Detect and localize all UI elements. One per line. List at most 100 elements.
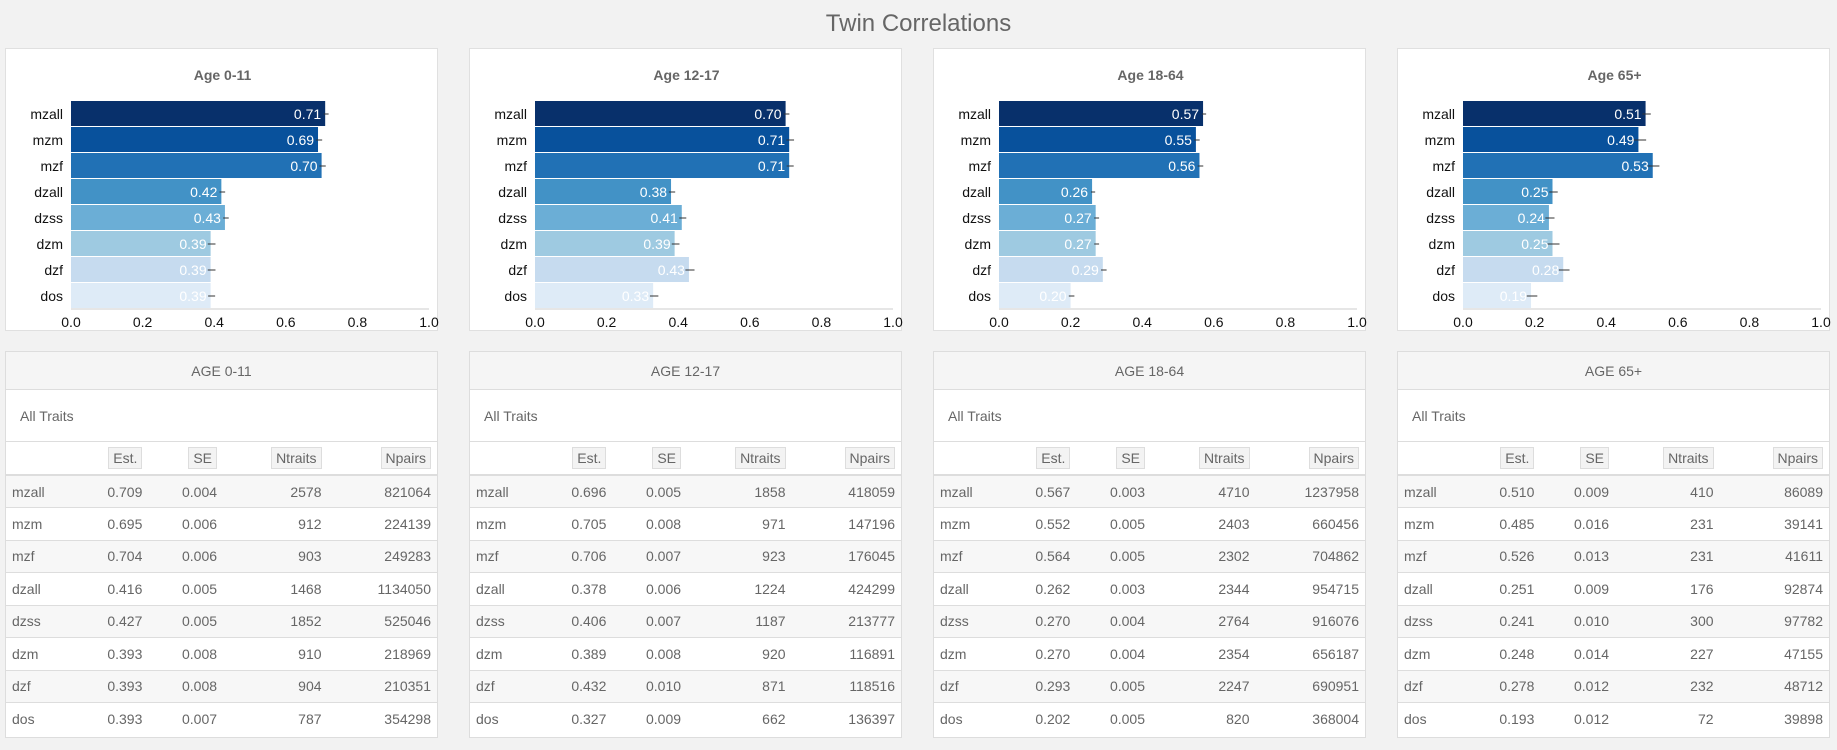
data-label: 0.53 [1621, 158, 1648, 174]
data-label: 0.29 [1072, 262, 1099, 278]
data-label: 0.43 [194, 210, 221, 226]
table-cell: 0.552 [1001, 507, 1077, 541]
table-cell: 86089 [1719, 475, 1829, 508]
category-label: dzall [498, 184, 527, 200]
column-header[interactable]: Ntraits [1615, 442, 1720, 476]
table-cell: 0.706 [537, 540, 613, 573]
table-cell: 176 [1615, 572, 1720, 606]
column-header[interactable]: Npairs [1719, 442, 1829, 476]
row-label: mzf [470, 540, 538, 573]
data-label: 0.39 [643, 236, 670, 252]
table-cell: 0.006 [612, 572, 688, 606]
table-row: dzss 0.270 0.004 2764 916076 [934, 605, 1365, 638]
table-row: mzm 0.695 0.006 912 224139 [6, 507, 437, 541]
table-cell: 0.012 [1573, 711, 1610, 727]
table-cell: 147196 [791, 507, 901, 541]
x-tick-label: 1.0 [419, 314, 439, 330]
bar-mzf [535, 153, 790, 178]
category-label: mzm [33, 132, 63, 148]
x-tick-label: 0.4 [1596, 314, 1616, 330]
table-cell: 136397 [848, 711, 895, 727]
x-tick-label: 0.0 [525, 314, 545, 330]
table-cell: 923 [687, 540, 792, 573]
bar-chart: Age 65+ mzall 0.51 mzm 0.49 mzf 0.53 dzall 0.25 d… [1422, 67, 1831, 330]
table-title: AGE 65+ [1398, 352, 1829, 390]
column-header[interactable]: Est. [1465, 442, 1541, 476]
x-tick-label: 0.8 [812, 314, 832, 330]
row-label: mzf [934, 540, 1002, 573]
row-label: dzf [6, 670, 74, 703]
column-header[interactable]: Ntraits [687, 442, 792, 476]
corner-cell [470, 442, 538, 476]
table-cell: 418059 [791, 475, 901, 508]
bar-dos [999, 283, 1071, 308]
column-header[interactable]: Est. [1001, 442, 1077, 476]
x-tick-label: 0.6 [1668, 314, 1688, 330]
results-table-panel: AGE 18-64 All Traits Est. SE Ntraits Npairs mz… [933, 351, 1366, 738]
column-header[interactable]: Npairs [327, 442, 437, 476]
table-cell: 912 [223, 507, 328, 541]
column-header[interactable]: Est. [537, 442, 613, 476]
column-header[interactable]: SE [1540, 442, 1616, 476]
category-label: dzall [962, 184, 991, 200]
table-cell: 0.241 [1465, 605, 1541, 638]
table-cell: 0.009 [1540, 475, 1616, 508]
table-row: dzf 0.432 0.010 871 118516 [470, 670, 901, 703]
row-label: dzf [1398, 670, 1466, 703]
row-label: dzss [6, 605, 74, 638]
category-label: dzf [1436, 262, 1455, 278]
chart-title: Age 65+ [1587, 67, 1641, 83]
bar-mzf [71, 153, 322, 178]
table-cell: 2247 [1151, 670, 1256, 703]
table-subtitle: All Traits [934, 390, 1365, 442]
bar-dzall [999, 179, 1093, 204]
chart-title: Age 0-11 [194, 67, 252, 83]
table-cell: 820 [1226, 711, 1250, 727]
category-label: mzm [1425, 132, 1455, 148]
table-cell: 0.510 [1465, 475, 1541, 508]
table-row: mzall 0.709 0.004 2578 821064 [6, 475, 437, 508]
table-row: dzf 0.293 0.005 2247 690951 [934, 670, 1365, 703]
column-header[interactable]: Ntraits [1151, 442, 1256, 476]
bar-dzf [999, 257, 1103, 282]
bar-dzm [999, 231, 1096, 256]
row-label: mzm [470, 507, 538, 541]
column-header[interactable]: Npairs [791, 442, 901, 476]
table-cell: 0.007 [612, 540, 688, 573]
data-label: 0.39 [179, 288, 206, 304]
row-label: dzm [1398, 637, 1466, 671]
table-cell: 232 [1615, 670, 1720, 703]
column-header-label: SE [1580, 447, 1610, 469]
results-table-panel: AGE 0-11 All Traits Est. SE Ntraits Npairs mza… [5, 351, 438, 738]
bar-dos [535, 283, 654, 308]
category-label: mzall [958, 106, 991, 122]
table-cell: 0.406 [537, 605, 613, 638]
column-header[interactable]: Ntraits [223, 442, 328, 476]
column-header[interactable]: Est. [73, 442, 149, 476]
column-header-label: Npairs [1772, 447, 1823, 469]
table-cell: 0.005 [1076, 670, 1152, 703]
column-header[interactable]: SE [1076, 442, 1152, 476]
data-label: 0.27 [1064, 210, 1091, 226]
x-tick-label: 0.8 [1740, 314, 1760, 330]
category-label: mzall [1422, 106, 1455, 122]
bar-mzall [1463, 101, 1646, 126]
results-table-panel: AGE 65+ All Traits Est. SE Ntraits Npairs mzal… [1397, 351, 1830, 738]
x-tick-label: 1.0 [1811, 314, 1831, 330]
page-title: Twin Correlations [825, 10, 1012, 37]
chart-title: Age 12-17 [653, 67, 719, 83]
table-cell: 2578 [223, 475, 328, 508]
bar-chart: Age 12-17 mzall 0.70 mzm 0.71 mzf 0.71 dzall 0.3… [494, 67, 903, 330]
column-header[interactable]: SE [612, 442, 688, 476]
chart-panel: Age 18-64 mzall 0.57 mzm 0.55 mzf 0.56 dzall 0.2… [933, 48, 1367, 331]
table-cell: 0.393 [73, 637, 149, 671]
column-header[interactable]: SE [148, 442, 224, 476]
table-cell: 0.004 [1076, 637, 1152, 671]
table-cell: 231 [1615, 540, 1720, 573]
table-cell: 0.378 [537, 572, 613, 606]
x-tick-label: 0.4 [668, 314, 688, 330]
row-label: dzm [470, 637, 538, 671]
table-cell: 0.008 [612, 507, 688, 541]
x-tick-label: 0.4 [1132, 314, 1152, 330]
column-header[interactable]: Npairs [1255, 442, 1365, 476]
